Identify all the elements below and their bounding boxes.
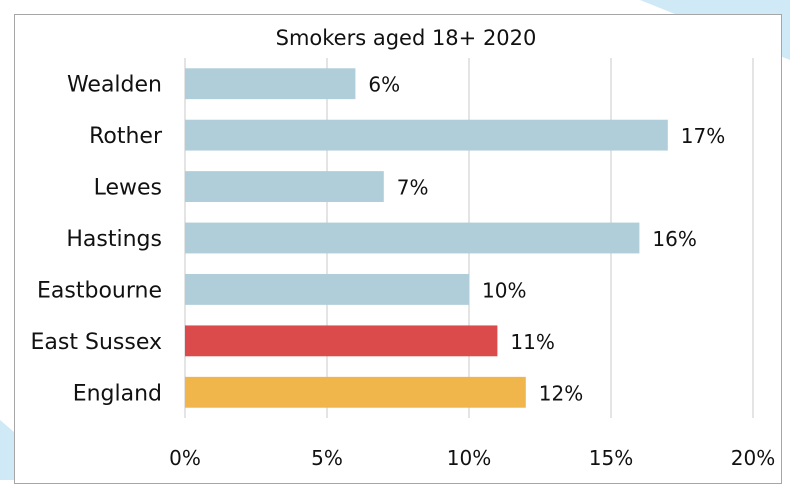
chart-title: Smokers aged 18+ 2020 [276,26,537,50]
value-label: 7% [397,176,429,200]
bar-rother [185,119,668,151]
category-label: Hastings [66,227,162,252]
category-label: East Sussex [31,330,162,355]
value-label: 17% [681,124,725,148]
category-label: Wealden [67,73,162,98]
bar-east-sussex [185,325,498,357]
value-label: 11% [510,330,554,354]
bar-eastbourne [185,274,469,305]
x-tick-label: 0% [169,446,201,470]
x-tick-label: 20% [731,446,775,470]
bar-lewes [185,171,384,202]
category-label: Eastbourne [37,278,162,303]
x-tick-label: 15% [589,446,633,470]
x-tick-label: 5% [311,446,343,470]
bar-hastings [185,222,640,254]
category-label: Lewes [94,176,162,201]
value-label: 16% [652,227,696,251]
value-label: 6% [368,73,400,97]
bar-wealden [185,68,356,100]
category-label: Rother [89,124,163,149]
category-label: England [73,381,162,406]
value-label: 10% [482,278,526,302]
x-tick-label: 10% [447,446,491,470]
bar-england [185,376,526,408]
value-label: 12% [539,381,583,405]
